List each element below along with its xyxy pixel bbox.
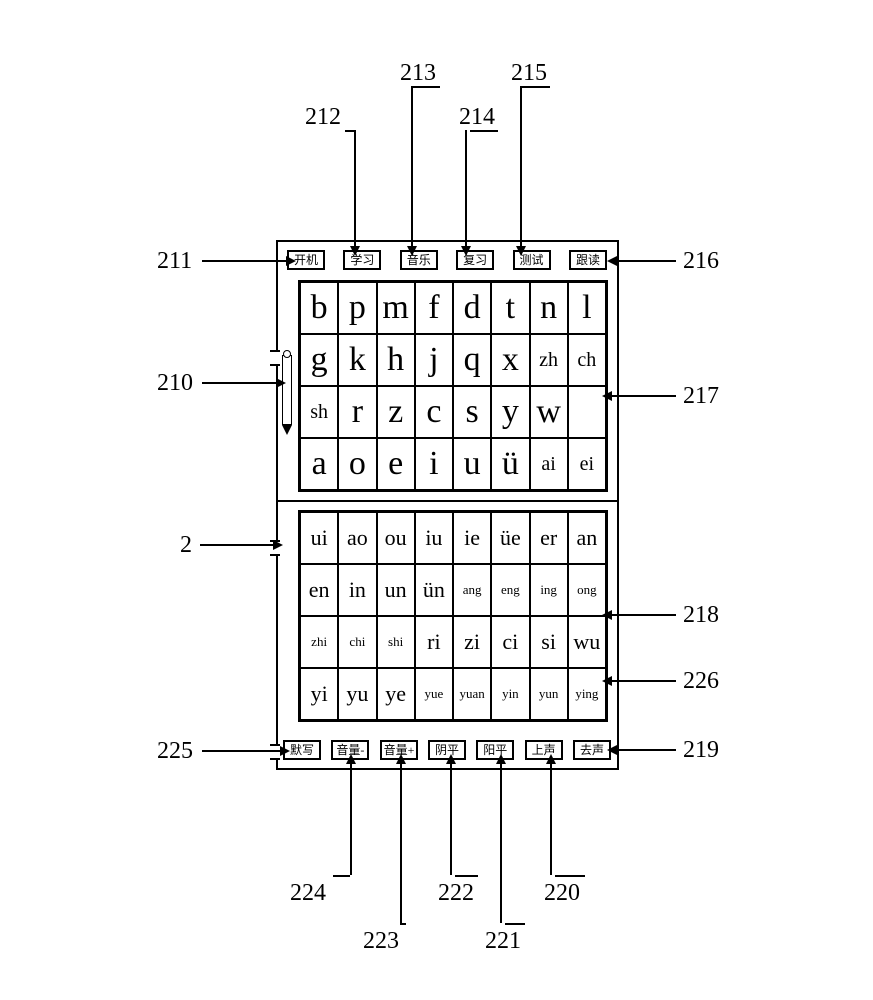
top-button-row: 开机学习音乐复习测试跟读: [287, 250, 607, 270]
grid-cell[interactable]: ai: [530, 438, 568, 490]
grid-cell[interactable]: yu: [338, 668, 376, 720]
callout-label-210: 210: [157, 370, 193, 397]
diagram-canvas: 开机学习音乐复习测试跟读 默写音量-音量+阴平阳平上声去声 bpmfdtnlgk…: [0, 0, 873, 1000]
callout-label-217: 217: [683, 383, 719, 410]
grid-cell[interactable]: h: [377, 334, 415, 386]
callout-label-225: 225: [157, 738, 193, 765]
grid-cell[interactable]: r: [338, 386, 376, 438]
grid-cell[interactable]: un: [377, 564, 415, 616]
grid-divider: [278, 500, 617, 502]
grid-cell[interactable]: an: [568, 512, 606, 564]
callout-label-220: 220: [544, 880, 580, 907]
grid-cell[interactable]: ü: [491, 438, 529, 490]
grid-cell[interactable]: ui: [300, 512, 338, 564]
grid-cell[interactable]: c: [415, 386, 453, 438]
grid-cell[interactable]: x: [491, 334, 529, 386]
grid-cell[interactable]: wu: [568, 616, 606, 668]
grid-cell[interactable]: yue: [415, 668, 453, 720]
top-button-5[interactable]: 跟读: [569, 250, 607, 270]
grid-cell[interactable]: w: [530, 386, 568, 438]
grid-cell[interactable]: eng: [491, 564, 529, 616]
bottom-button-6[interactable]: 去声: [573, 740, 611, 760]
callout-label-219: 219: [683, 737, 719, 764]
callout-label-213: 213: [400, 60, 436, 87]
grid-cell[interactable]: ing: [530, 564, 568, 616]
grid-cell[interactable]: zhi: [300, 616, 338, 668]
grid-cell[interactable]: zh: [530, 334, 568, 386]
grid-cell[interactable]: ang: [453, 564, 491, 616]
grid-cell[interactable]: u: [453, 438, 491, 490]
callout-label-214: 214: [459, 104, 495, 131]
grid-cell[interactable]: yi: [300, 668, 338, 720]
grid-cell[interactable]: shi: [377, 616, 415, 668]
grid-cell[interactable]: b: [300, 282, 338, 334]
grid-cell[interactable]: q: [453, 334, 491, 386]
grid-cell[interactable]: ong: [568, 564, 606, 616]
grid-cell[interactable]: yin: [491, 668, 529, 720]
grid-cell[interactable]: yuan: [453, 668, 491, 720]
top-button-2[interactable]: 音乐: [400, 250, 438, 270]
grid-cell[interactable]: o: [338, 438, 376, 490]
grid-cell[interactable]: p: [338, 282, 376, 334]
pinyin-grid-2: uiaoouiuieüeeraneninunünangengingongzhic…: [298, 510, 608, 722]
grid-cell[interactable]: yun: [530, 668, 568, 720]
grid-cell[interactable]: j: [415, 334, 453, 386]
grid-cell[interactable]: z: [377, 386, 415, 438]
grid-cell[interactable]: i: [415, 438, 453, 490]
grid-cell[interactable]: d: [453, 282, 491, 334]
callout-label-224: 224: [290, 880, 326, 907]
pinyin-grid-1: bpmfdtnlgkhjqxzhchshrzcsywaoeiuüaiei: [298, 280, 608, 492]
callout-label-212: 212: [305, 104, 341, 131]
grid-cell[interactable]: ying: [568, 668, 606, 720]
callout-label-2: 2: [180, 532, 192, 559]
callout-label-222: 222: [438, 880, 474, 907]
bottom-button-5[interactable]: 上声: [525, 740, 563, 760]
grid-cell[interactable]: ao: [338, 512, 376, 564]
grid-cell[interactable]: ie: [453, 512, 491, 564]
grid-cell[interactable]: er: [530, 512, 568, 564]
grid-cell[interactable]: ei: [568, 438, 606, 490]
grid-cell[interactable]: chi: [338, 616, 376, 668]
grid-cell[interactable]: [568, 386, 606, 438]
callout-label-211: 211: [157, 248, 192, 275]
grid-cell[interactable]: f: [415, 282, 453, 334]
grid-cell[interactable]: ri: [415, 616, 453, 668]
grid-cell[interactable]: t: [491, 282, 529, 334]
grid-cell[interactable]: m: [377, 282, 415, 334]
grid-cell[interactable]: y: [491, 386, 529, 438]
grid-cell[interactable]: s: [453, 386, 491, 438]
stylus-icon: [282, 355, 292, 425]
grid-cell[interactable]: iu: [415, 512, 453, 564]
callout-label-216: 216: [683, 248, 719, 275]
grid-cell[interactable]: ou: [377, 512, 415, 564]
grid-cell[interactable]: l: [568, 282, 606, 334]
callout-label-223: 223: [363, 928, 399, 955]
grid-cell[interactable]: si: [530, 616, 568, 668]
grid-cell[interactable]: n: [530, 282, 568, 334]
grid-cell[interactable]: a: [300, 438, 338, 490]
grid-cell[interactable]: üe: [491, 512, 529, 564]
grid-cell[interactable]: e: [377, 438, 415, 490]
callout-label-215: 215: [511, 60, 547, 87]
grid-cell[interactable]: k: [338, 334, 376, 386]
grid-cell[interactable]: in: [338, 564, 376, 616]
grid-cell[interactable]: ün: [415, 564, 453, 616]
grid-cell[interactable]: ye: [377, 668, 415, 720]
grid-cell[interactable]: ch: [568, 334, 606, 386]
grid-cell[interactable]: en: [300, 564, 338, 616]
callout-label-218: 218: [683, 602, 719, 629]
callout-label-226: 226: [683, 668, 719, 695]
callout-label-221: 221: [485, 928, 521, 955]
grid-cell[interactable]: g: [300, 334, 338, 386]
grid-cell[interactable]: ci: [491, 616, 529, 668]
grid-cell[interactable]: zi: [453, 616, 491, 668]
grid-cell[interactable]: sh: [300, 386, 338, 438]
